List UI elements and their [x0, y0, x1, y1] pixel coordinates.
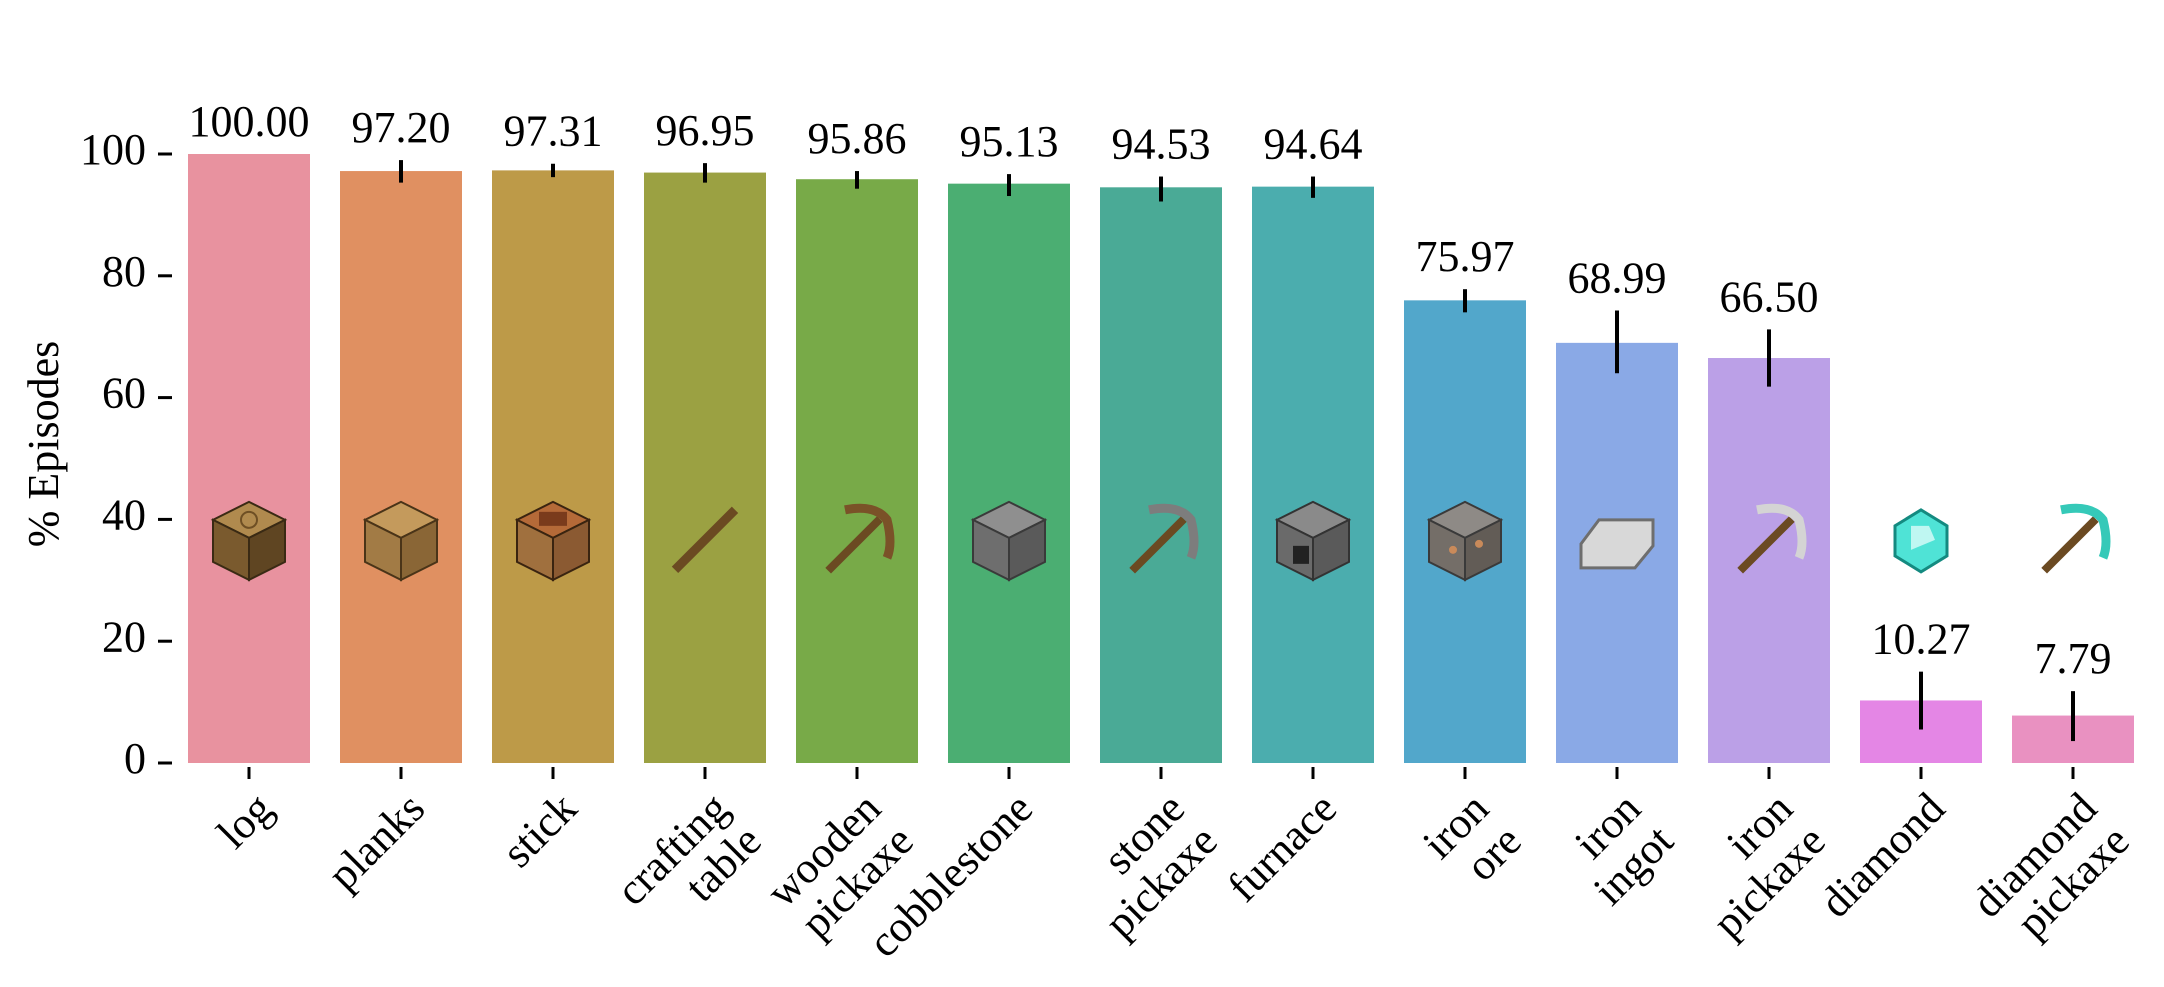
- x-tick-label: planks: [318, 783, 434, 899]
- bars: [188, 154, 2134, 764]
- value-label: 100.00: [189, 97, 310, 146]
- item-icons: [210, 500, 2111, 582]
- x-tick-label: stick: [493, 783, 586, 876]
- y-axis: 0 20 40 60 80 100: [80, 125, 172, 783]
- diamond-icon: [1893, 508, 1949, 574]
- wooden-pickaxe-icon: [825, 503, 895, 574]
- bar: [1708, 358, 1830, 763]
- value-label: 97.20: [352, 103, 451, 152]
- x-tick-label: furnace: [1218, 783, 1346, 911]
- bar: [1100, 187, 1222, 763]
- iron-pickaxe-icon: [1737, 503, 1807, 574]
- bar: [340, 171, 462, 763]
- value-label: 94.64: [1264, 120, 1363, 169]
- y-tick-label: 100: [80, 125, 146, 174]
- y-tick-label: 0: [124, 734, 146, 783]
- bar: [1252, 186, 1374, 763]
- x-tick-label: ironpickaxe: [1671, 783, 1835, 947]
- bar: [796, 179, 918, 764]
- value-label: 10.27: [1872, 615, 1971, 664]
- y-tick-label: 20: [102, 612, 146, 661]
- iron-ingot-icon: [1579, 518, 1655, 570]
- bar: [948, 183, 1070, 763]
- furnace-icon: [1274, 500, 1352, 582]
- x-tick-label: stonepickaxe: [1063, 783, 1227, 947]
- value-label: 66.50: [1720, 272, 1819, 321]
- value-label: 75.97: [1416, 232, 1515, 281]
- stone-pickaxe-icon: [1129, 503, 1199, 574]
- y-tick-label: 40: [102, 490, 146, 539]
- x-tick-label: ironingot: [1551, 783, 1682, 914]
- oak-log-icon: [210, 500, 288, 582]
- bar: [188, 154, 310, 763]
- value-label: 68.99: [1568, 254, 1667, 303]
- iron-ore-icon: [1426, 500, 1504, 582]
- y-tick-label: 80: [102, 247, 146, 296]
- error-bars: [399, 160, 2075, 742]
- crafting-table-icon: [514, 500, 592, 582]
- stick-icon: [671, 506, 739, 574]
- value-label: 96.95: [656, 106, 755, 155]
- value-label: 97.31: [504, 107, 603, 156]
- x-tick-label: ironore: [1413, 783, 1530, 900]
- x-tick-label: diamond: [1811, 783, 1955, 927]
- value-label: 94.53: [1112, 120, 1211, 169]
- oak-planks-icon: [362, 500, 440, 582]
- value-label: 95.13: [960, 117, 1059, 166]
- value-label: 95.86: [808, 114, 907, 163]
- x-tick-label: log: [208, 783, 282, 857]
- x-tick-label: diamondpickaxe: [1963, 783, 2139, 959]
- x-tick-label: craftingtable: [607, 783, 771, 947]
- bar: [492, 170, 614, 764]
- y-tick-label: 60: [102, 369, 146, 418]
- x-axis: log planks stick craftingtablewoodenpickaxe…: [208, 767, 2139, 967]
- value-labels: 100.00 97.20 97.31 96.95 95.86 95.13 94.53 94.6…: [189, 97, 2112, 683]
- y-axis-label: % Episodes: [19, 341, 68, 548]
- diamond-pickaxe-icon: [2041, 503, 2111, 574]
- value-label: 7.79: [2035, 634, 2112, 683]
- cobblestone-icon: [970, 500, 1048, 582]
- bar: [644, 172, 766, 764]
